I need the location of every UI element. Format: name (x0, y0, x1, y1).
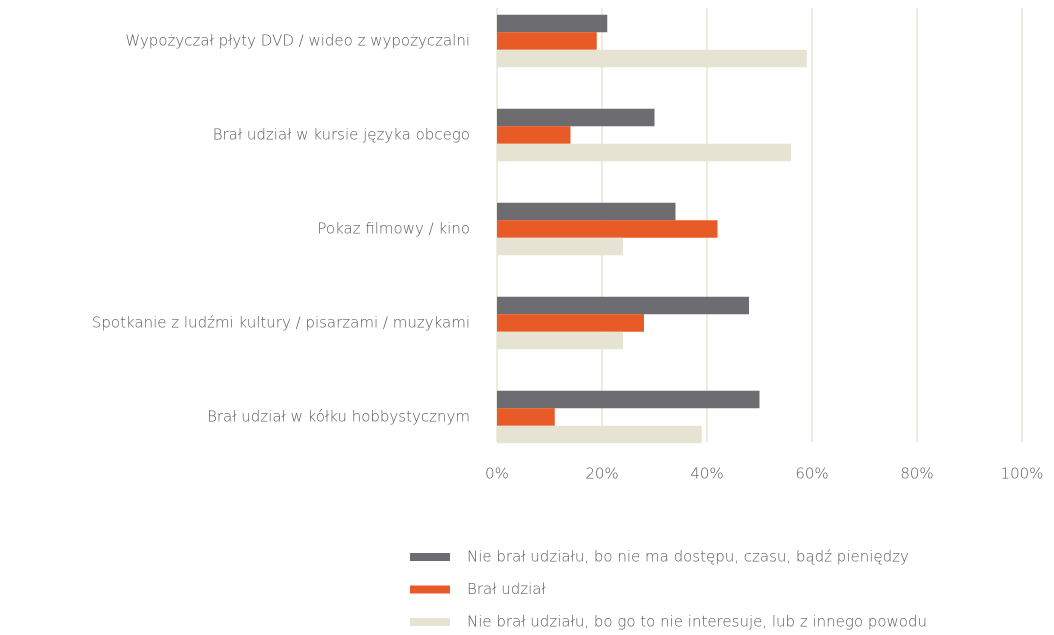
x-tick-label: 100% (1001, 465, 1044, 483)
legend-swatch (410, 553, 450, 561)
category-label: Wypożyczał płyty DVD / wideo z wypożycza… (125, 32, 470, 50)
bar (497, 237, 623, 256)
category-label: Brał udział w kursie języka obcego (213, 126, 470, 144)
x-tick-label: 60% (795, 465, 828, 483)
bar (497, 202, 676, 221)
category-label: Pokaz filmowy / kino (317, 220, 470, 238)
bar (497, 49, 807, 68)
x-tick-label: 40% (690, 465, 723, 483)
bar (497, 408, 555, 426)
bar (497, 108, 655, 127)
legend-swatch (410, 618, 450, 626)
x-tick-label: 0% (485, 465, 509, 483)
bar (497, 314, 644, 332)
bar (497, 14, 608, 33)
legend-label: Brał udział (467, 580, 546, 598)
category-label: Brał udział w kółku hobbystycznym (207, 408, 470, 426)
category-label: Spotkanie z ludźmi kultury / pisarzami /… (92, 314, 470, 332)
bar (497, 32, 597, 50)
x-tick-label: 80% (900, 465, 933, 483)
bar (497, 126, 571, 144)
bar (497, 220, 718, 238)
bar (497, 425, 702, 444)
bar (497, 143, 791, 162)
bar (497, 390, 760, 409)
bar (497, 296, 749, 315)
x-tick-label: 20% (585, 465, 618, 483)
bar (497, 331, 623, 350)
legend-label: Nie brał udziału, bo nie ma dostępu, cza… (467, 548, 909, 566)
legend-swatch (410, 585, 450, 594)
legend-label: Nie brał udziału, bo go to nie interesuj… (467, 613, 927, 631)
